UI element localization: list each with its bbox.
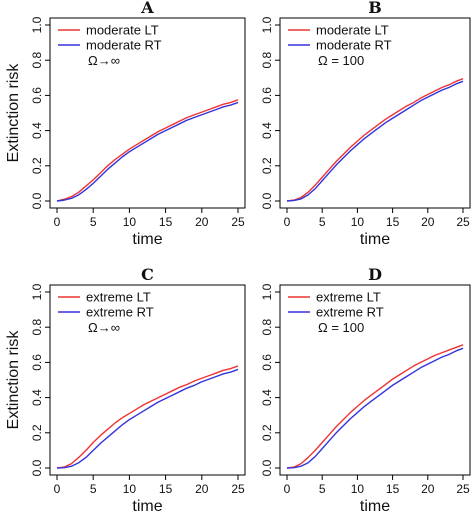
y-tick-label: 0.8 bbox=[30, 52, 44, 69]
legend-entry: extreme LT bbox=[316, 290, 381, 305]
x-axis-label: time bbox=[360, 498, 390, 515]
y-tick-label: 0.6 bbox=[30, 87, 44, 104]
y-tick-label: 0.0 bbox=[260, 192, 274, 209]
y-tick-label: 0.2 bbox=[260, 157, 274, 174]
legend-entry: moderate LT bbox=[316, 23, 389, 38]
x-tick-label: 15 bbox=[159, 215, 173, 229]
x-tick-label: 10 bbox=[123, 215, 137, 229]
x-axis-label: time bbox=[132, 498, 162, 515]
y-tick-label: 0.4 bbox=[30, 389, 44, 406]
x-tick-label: 25 bbox=[231, 215, 245, 229]
series-line-moderate-lt bbox=[286, 78, 464, 202]
y-tick-label: 0.0 bbox=[30, 192, 44, 209]
panel-title: A bbox=[140, 0, 154, 17]
y-tick-label: 0.4 bbox=[30, 122, 44, 139]
legend-entry: moderate RT bbox=[316, 38, 392, 53]
y-tick-label: 0.6 bbox=[260, 354, 274, 371]
panel-a: A 0 5 10 15 20 25 time 0.0 0.2 0.4 0.6 0.8 1.0 Extinct… bbox=[5, 0, 246, 248]
x-tick-label: 0 bbox=[284, 215, 291, 229]
legend-note: Ω→∞ bbox=[88, 320, 120, 335]
y-tick-label: 0.2 bbox=[30, 157, 44, 174]
x-tick-label: 5 bbox=[90, 215, 97, 229]
legend-entry: moderate LT bbox=[86, 23, 159, 38]
x-tick-label: 20 bbox=[421, 215, 435, 229]
legend-entry: moderate RT bbox=[86, 38, 162, 53]
y-tick-label: 0.2 bbox=[260, 424, 274, 441]
panel-title: C bbox=[141, 265, 154, 284]
x-tick-label: 20 bbox=[195, 482, 209, 496]
panel-title: D bbox=[368, 265, 382, 284]
x-tick-label: 5 bbox=[90, 482, 97, 496]
y-tick-label: 0.6 bbox=[260, 87, 274, 104]
legend-entry: extreme RT bbox=[86, 305, 154, 320]
legend-note: Ω→∞ bbox=[88, 53, 120, 68]
series-line-moderate-rt bbox=[286, 80, 464, 202]
x-tick-label: 10 bbox=[123, 482, 137, 496]
series-line-extreme-lt bbox=[286, 344, 464, 469]
x-tick-label: 10 bbox=[351, 482, 365, 496]
x-tick-label: 20 bbox=[421, 482, 435, 496]
x-tick-label: 20 bbox=[195, 215, 209, 229]
x-tick-label: 10 bbox=[351, 215, 365, 229]
legend-entry: extreme LT bbox=[86, 290, 151, 305]
y-tick-label: 0.2 bbox=[30, 424, 44, 441]
y-tick-label: 0.0 bbox=[260, 459, 274, 476]
legend-note: Ω = 100 bbox=[318, 53, 364, 68]
panel-c: C 0 5 10 15 20 25 time 0.0 0.2 0.4 0.6 0.8 1.0 Extinct… bbox=[5, 265, 246, 515]
series-line-extreme-rt bbox=[56, 368, 239, 469]
series-line-extreme-rt bbox=[286, 347, 464, 469]
y-tick-label: 0.8 bbox=[260, 319, 274, 336]
x-tick-label: 15 bbox=[159, 482, 173, 496]
y-tick-label: 0.4 bbox=[260, 389, 274, 406]
x-tick-label: 25 bbox=[456, 482, 470, 496]
panel-title: B bbox=[368, 0, 382, 17]
x-tick-label: 0 bbox=[54, 482, 61, 496]
x-axis-label: time bbox=[360, 231, 390, 248]
x-tick-label: 25 bbox=[231, 482, 245, 496]
panel-d: D 0 5 10 15 20 25 time 0.0 0.2 0.4 0.6 0.8 1.0 extreme… bbox=[260, 265, 471, 515]
series-line-extreme-lt bbox=[56, 365, 239, 469]
y-tick-label: 1.0 bbox=[260, 16, 274, 33]
y-tick-label: 0.8 bbox=[260, 52, 274, 69]
x-tick-label: 15 bbox=[386, 482, 400, 496]
y-tick-label: 0.0 bbox=[30, 459, 44, 476]
y-tick-label: 0.6 bbox=[30, 354, 44, 371]
x-tick-label: 15 bbox=[386, 215, 400, 229]
y-axis-label: Extinction risk bbox=[5, 63, 22, 163]
x-tick-label: 5 bbox=[319, 482, 326, 496]
y-tick-label: 1.0 bbox=[30, 283, 44, 300]
y-tick-label: 1.0 bbox=[260, 283, 274, 300]
x-axis-label: time bbox=[132, 231, 162, 248]
x-tick-label: 0 bbox=[284, 482, 291, 496]
y-tick-label: 0.8 bbox=[30, 319, 44, 336]
legend-entry: extreme RT bbox=[316, 305, 384, 320]
x-tick-label: 0 bbox=[54, 215, 61, 229]
x-tick-label: 5 bbox=[319, 215, 326, 229]
legend-note: Ω = 100 bbox=[318, 320, 364, 335]
y-tick-label: 1.0 bbox=[30, 16, 44, 33]
y-axis-label: Extinction risk bbox=[5, 330, 22, 430]
series-line-moderate-rt bbox=[56, 101, 239, 202]
x-tick-label: 25 bbox=[456, 215, 470, 229]
y-tick-label: 0.4 bbox=[260, 122, 274, 139]
panel-b: B 0 5 10 15 20 25 time 0.0 0.2 0.4 0.6 0.8 1.0 moderat… bbox=[260, 0, 471, 248]
series-line-moderate-lt bbox=[56, 99, 239, 202]
